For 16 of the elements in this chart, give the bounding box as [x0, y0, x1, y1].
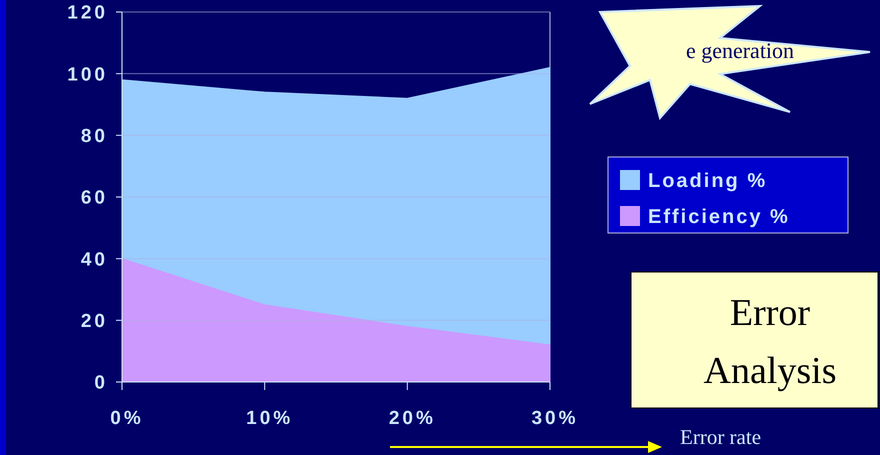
x-tick-label: 10%: [246, 408, 294, 429]
y-tick-label: 120: [67, 2, 108, 24]
text: e generation: [686, 38, 794, 63]
y-tick-label: 0: [94, 372, 108, 394]
y-tick-label: 100: [67, 64, 108, 86]
y-tick-label: 60: [80, 188, 108, 209]
legend-label: Efficiency %: [648, 206, 790, 228]
y-tick-label: 20: [80, 310, 108, 332]
x-axis-title: Error rate: [680, 425, 762, 449]
x-tick-label: 0%: [110, 408, 144, 429]
legend-label: Loading %: [648, 170, 768, 192]
y-tick-label: 40: [80, 249, 108, 270]
x-tick-label: 30%: [531, 408, 579, 429]
y-tick-label: 80: [80, 126, 108, 147]
x-tick-label: 20%: [388, 408, 436, 429]
text: Error Analysis: [704, 292, 836, 392]
